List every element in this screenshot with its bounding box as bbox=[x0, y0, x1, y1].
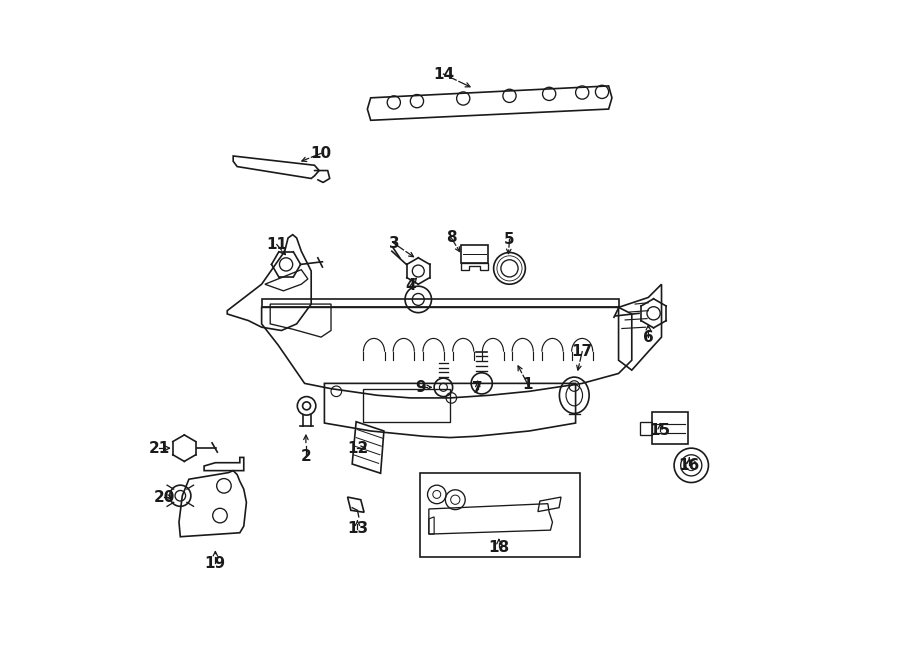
Text: 4: 4 bbox=[405, 278, 416, 293]
Text: 5: 5 bbox=[504, 232, 515, 247]
Text: 17: 17 bbox=[572, 344, 593, 359]
Text: 21: 21 bbox=[148, 441, 170, 455]
Text: 10: 10 bbox=[310, 146, 332, 161]
Text: 7: 7 bbox=[472, 381, 483, 396]
Text: 16: 16 bbox=[679, 458, 700, 473]
Text: 9: 9 bbox=[415, 380, 426, 395]
Text: 19: 19 bbox=[205, 556, 226, 570]
Text: 15: 15 bbox=[650, 424, 670, 438]
Text: 18: 18 bbox=[489, 540, 509, 555]
Text: 6: 6 bbox=[643, 330, 653, 344]
Text: 13: 13 bbox=[346, 522, 368, 536]
Text: 12: 12 bbox=[346, 441, 368, 455]
Text: 14: 14 bbox=[433, 67, 454, 81]
Text: 11: 11 bbox=[266, 237, 287, 252]
Text: 20: 20 bbox=[154, 490, 176, 504]
Text: 2: 2 bbox=[301, 449, 311, 463]
Text: 8: 8 bbox=[446, 231, 456, 245]
Text: 1: 1 bbox=[523, 377, 533, 392]
Text: 3: 3 bbox=[389, 236, 399, 251]
